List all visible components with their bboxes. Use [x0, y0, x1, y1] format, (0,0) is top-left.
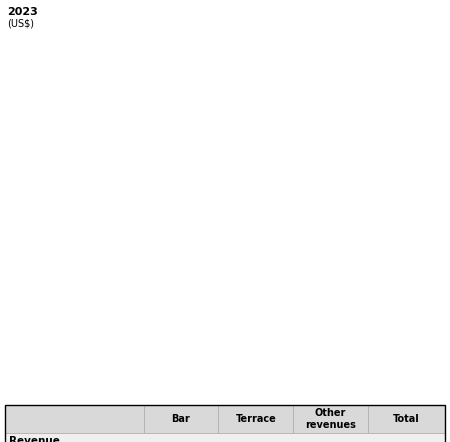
Bar	[5, 405, 144, 433]
Bar	[5, 405, 445, 442]
Bar	[368, 405, 445, 433]
Text: (US$): (US$)	[7, 19, 34, 29]
Bar	[144, 405, 218, 433]
Text: Terrace: Terrace	[235, 414, 276, 424]
Bar	[5, 433, 445, 442]
Text: 2023: 2023	[7, 7, 38, 17]
Text: Total: Total	[393, 414, 420, 424]
Text: Other
revenues: Other revenues	[305, 408, 356, 430]
Text: Revenue: Revenue	[9, 436, 60, 442]
Bar	[293, 405, 368, 433]
Text: Bar: Bar	[171, 414, 190, 424]
Bar	[218, 405, 293, 433]
